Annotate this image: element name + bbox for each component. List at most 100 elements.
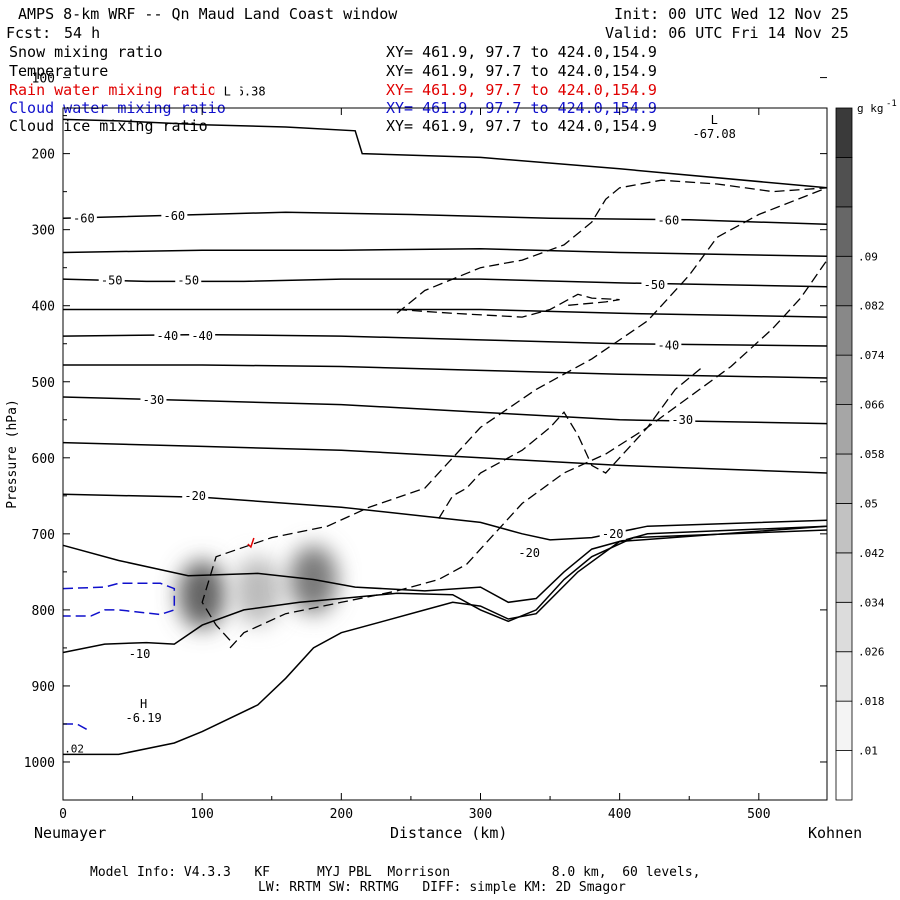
temperature-contour-2 [62,247,828,258]
contour-label-bg-6 [154,329,181,343]
contour-label-9: -30 [143,393,165,407]
y-axis: 100 200 300 400 500 600 700 800 900 1000 [24,72,827,801]
contour-label-8: -40 [658,338,680,352]
colorbar-label-5: .042 [858,547,885,560]
forecast-hours: 54 h [64,24,101,42]
contour-label-16: L [224,84,231,98]
x-tick-label-4: 400 [608,807,631,822]
x-tick-label-2: 200 [330,807,353,822]
temperature-contour-8 [62,441,828,474]
contour-label-bg-9 [140,393,167,407]
temperature-contour-6 [63,364,828,379]
contour-label-bg-2 [655,213,682,227]
contour-labels: -60 -60 -60 -50 -50 -50 -40 -40 -40 -30 -30 -20 -20 -… [64,84,736,755]
field-name-cloud-ice: Cloud ice mixing ratio [9,117,208,135]
contour-label-12: -20 [518,546,540,560]
colorbar-unit: g kg [857,102,884,115]
extremum-value-0: -67.08 [693,127,736,141]
colorbar-label-3: .026 [858,646,885,659]
snow-contour-3 [396,293,620,318]
y-tick-label-9: 1000 [24,756,55,771]
snow-contour-0 [229,259,828,649]
colorbar-segment-9 [835,305,853,356]
footer-model-info: Model Info: V4.3.3 KF MYJ PBL Morrison 8… [90,865,701,880]
colorbar: .01 .018 .026 .034 .042 .05 .058 .066 .074 .082 .0… [835,107,885,801]
valid-time: Valid: 06 UTC Fri 14 Nov 25 [605,24,849,42]
snow-contours [201,179,828,649]
rain-mark-0 [247,537,255,549]
field-name-temperature: Temperature [9,62,109,80]
contour-label-bg-11 [182,488,209,502]
field-xy-cloud-ice: XY= 461.9, 97.7 to 424.0,154.9 [386,117,657,135]
y-tick-label-4: 500 [32,376,55,391]
field-xy-temperature: XY= 461.9, 97.7 to 424.0,154.9 [386,62,657,80]
contour-label-7: -40 [191,329,213,343]
colorbar-segment-11 [835,206,853,257]
snow-contour-4 [438,365,704,519]
temperature-contour-7 [62,396,828,425]
temperature-contour-10 [62,525,828,604]
y-tick-label-0: 100 [32,72,55,87]
corner-label: .02 [64,742,84,755]
y-tick-label-5: 600 [32,452,55,467]
y-tick-label-6: 700 [32,528,55,543]
shaded-maximum-1 [233,556,282,625]
snow-contour-1 [201,187,828,641]
field-xy-rain: XY= 461.9, 97.7 to 424.0,154.9 [386,81,657,99]
contour-label-6: -40 [157,329,179,343]
contour-label-13: -20 [602,527,624,541]
colorbar-label-9: .074 [858,349,885,362]
colorbar-label-4: .034 [858,596,885,609]
colorbar-label-6: .05 [858,497,878,510]
contour-label-10: -30 [671,413,693,427]
extremum-value-1: -6.19 [126,711,162,725]
right-end-label: Kohnen [808,824,863,842]
contour-label-bg-0 [70,211,97,225]
contour-label-bg-5 [641,278,668,292]
colorbar-label-11: .09 [858,250,878,263]
temperature-contour-11 [62,529,828,654]
colorbar-label-10: .082 [858,300,885,313]
contour-label-0: -60 [73,211,95,225]
contour-label-bg-4 [175,273,202,287]
colorbar-segment-0 [835,750,853,801]
temperature-contour-12 [63,525,828,756]
colorbar-label-1: .01 [858,745,878,758]
x-axis: 0 100 200 300 400 500 [59,108,771,822]
field-name-rain: Rain water mixing ratio [9,81,217,99]
field-name-snow: Snow mixing ratio [9,43,163,61]
contour-label-5: -50 [644,278,666,292]
colorbar-segment-1 [835,700,853,751]
colorbar-segment-12 [835,157,853,208]
chart-title: AMPS 8-km WRF -- Qn Maud Land Coast wind… [18,5,398,23]
contour-label-bg-8 [655,338,682,352]
extremum-type-1: H [140,697,147,711]
colorbar-segment-3 [835,601,853,653]
contour-label-2: -60 [658,214,680,228]
colorbar-segment-8 [835,354,853,405]
colorbar-segment-7 [835,404,853,455]
shaded-maximum-0 [178,560,227,629]
x-axis-label: Distance (km) [390,824,508,842]
y-tick-label-2: 300 [32,224,55,239]
colorbar-unit-exponent: -1 [886,99,897,109]
footer-physics-info: LW: RRTM SW: RRTMG DIFF: simple KM: 2D S… [258,880,626,895]
temperature-contour-0 [62,118,828,189]
contour-label-bg-13 [599,526,626,540]
contour-label-14: -10 [129,647,151,661]
y-tick-label-8: 900 [32,680,55,695]
plot-frame [62,107,828,801]
cloud-water-contour-0 [62,582,176,617]
colorbar-label-8: .066 [858,399,885,412]
left-end-label: Neumayer [34,824,107,842]
contour-label-bg-14 [126,646,153,660]
contour-label-3: -50 [101,274,123,288]
forecast-label: Fcst: [6,24,52,42]
temperature-contour-3 [62,278,828,288]
extremum-type-0: L [711,113,718,127]
colorbar-segment-5 [835,503,853,554]
shaded-mixing-ratio [178,545,338,629]
cloud-water-contours [62,582,176,733]
colorbar-segment-13 [835,107,853,158]
